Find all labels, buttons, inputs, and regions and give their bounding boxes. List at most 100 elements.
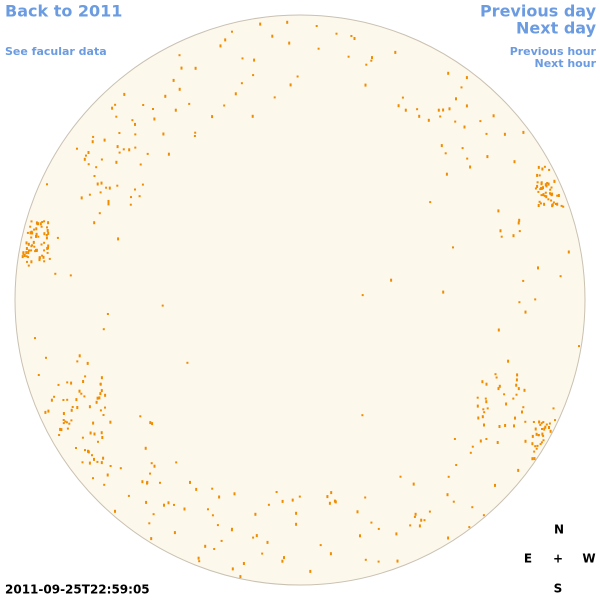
- facular-point: [404, 108, 407, 112]
- facular-point: [440, 144, 443, 148]
- facular-point: [114, 103, 117, 106]
- facular-point: [30, 260, 33, 264]
- facular-point: [394, 50, 397, 54]
- facular-point: [109, 465, 112, 467]
- facular-point: [32, 240, 35, 244]
- facular-point: [548, 422, 551, 425]
- facular-point: [512, 397, 515, 400]
- facular-point: [455, 97, 457, 101]
- facular-point: [513, 424, 515, 428]
- facular-point: [111, 106, 114, 110]
- facular-point: [28, 249, 30, 252]
- facular-point: [54, 272, 57, 275]
- facular-point: [27, 242, 30, 246]
- facular-point: [479, 120, 482, 123]
- facular-point: [223, 104, 226, 107]
- facular-point: [335, 32, 338, 35]
- facular-point: [539, 443, 542, 446]
- facular-point: [241, 57, 244, 60]
- facular-point: [30, 230, 33, 233]
- facular-point: [517, 387, 520, 391]
- facular-point: [99, 382, 102, 386]
- facular-point: [71, 406, 74, 408]
- facular-point: [541, 432, 544, 436]
- facular-point: [103, 138, 106, 142]
- facular-point: [500, 235, 503, 238]
- facular-point: [88, 193, 91, 196]
- previous-day-link[interactable]: Previous day: [480, 2, 597, 21]
- facular-point: [46, 251, 49, 254]
- facular-point: [350, 35, 353, 37]
- facular-point: [531, 442, 534, 446]
- facular-point: [145, 500, 148, 504]
- facular-point: [469, 165, 472, 169]
- facular-point: [70, 381, 73, 385]
- facular-point: [186, 361, 189, 364]
- facular-point: [412, 482, 415, 486]
- facular-point: [216, 524, 219, 527]
- facular-point: [99, 409, 102, 412]
- facular-point: [148, 522, 151, 525]
- facular-point: [48, 257, 51, 260]
- facular-point: [552, 201, 555, 204]
- facular-point: [295, 522, 298, 526]
- facular-point: [445, 172, 448, 176]
- facular-point: [123, 92, 126, 96]
- facular-point: [82, 380, 85, 383]
- back-link[interactable]: Back to 2011: [5, 2, 122, 21]
- facular-point: [31, 231, 34, 235]
- facular-point: [466, 157, 469, 160]
- facular-point: [468, 526, 471, 529]
- facular-point: [542, 439, 545, 442]
- next-day-link[interactable]: Next day: [516, 19, 597, 38]
- facular-point: [62, 419, 65, 421]
- facular-point: [35, 248, 37, 251]
- facular-point: [545, 195, 548, 199]
- facular-point: [397, 104, 400, 108]
- facular-point: [167, 501, 170, 505]
- facular-point: [454, 120, 457, 123]
- facular-point: [91, 454, 93, 457]
- facular-point: [25, 241, 28, 245]
- facular-point: [64, 420, 67, 423]
- facular-point: [25, 247, 28, 250]
- next-hour-link[interactable]: Next hour: [535, 57, 597, 70]
- facular-point: [59, 427, 62, 431]
- facular-point: [503, 393, 506, 396]
- facular-point: [562, 205, 565, 208]
- facular-point: [93, 175, 96, 177]
- facular-point: [139, 163, 142, 166]
- facular-point: [56, 236, 59, 239]
- facular-point: [70, 419, 73, 422]
- facular-point: [33, 245, 36, 248]
- facular-point: [495, 376, 498, 379]
- facular-point: [40, 243, 43, 246]
- facular-point: [138, 195, 141, 198]
- facular-point: [395, 532, 398, 536]
- facular-point: [141, 480, 144, 484]
- facular-point: [540, 194, 543, 197]
- facular-point: [118, 132, 121, 134]
- facular-point: [183, 507, 186, 511]
- facular-point: [364, 496, 367, 499]
- facular-point: [22, 251, 25, 255]
- facular-point: [552, 407, 555, 410]
- facular-point: [50, 398, 53, 402]
- previous-hour-link[interactable]: Previous hour: [510, 45, 597, 58]
- facular-point: [255, 534, 258, 538]
- facular-point: [476, 404, 479, 408]
- facular-point: [89, 431, 92, 435]
- facular-point: [437, 108, 440, 112]
- facular-point: [539, 423, 542, 426]
- facular-link[interactable]: See facular data: [5, 45, 107, 58]
- facular-point: [230, 529, 233, 532]
- facular-point: [517, 221, 520, 225]
- facular-point: [242, 562, 245, 565]
- facular-point: [494, 373, 497, 376]
- facular-point: [537, 190, 540, 193]
- facular-point: [326, 495, 329, 499]
- facular-point: [45, 236, 48, 240]
- facular-point: [134, 188, 136, 191]
- facular-point: [45, 234, 48, 236]
